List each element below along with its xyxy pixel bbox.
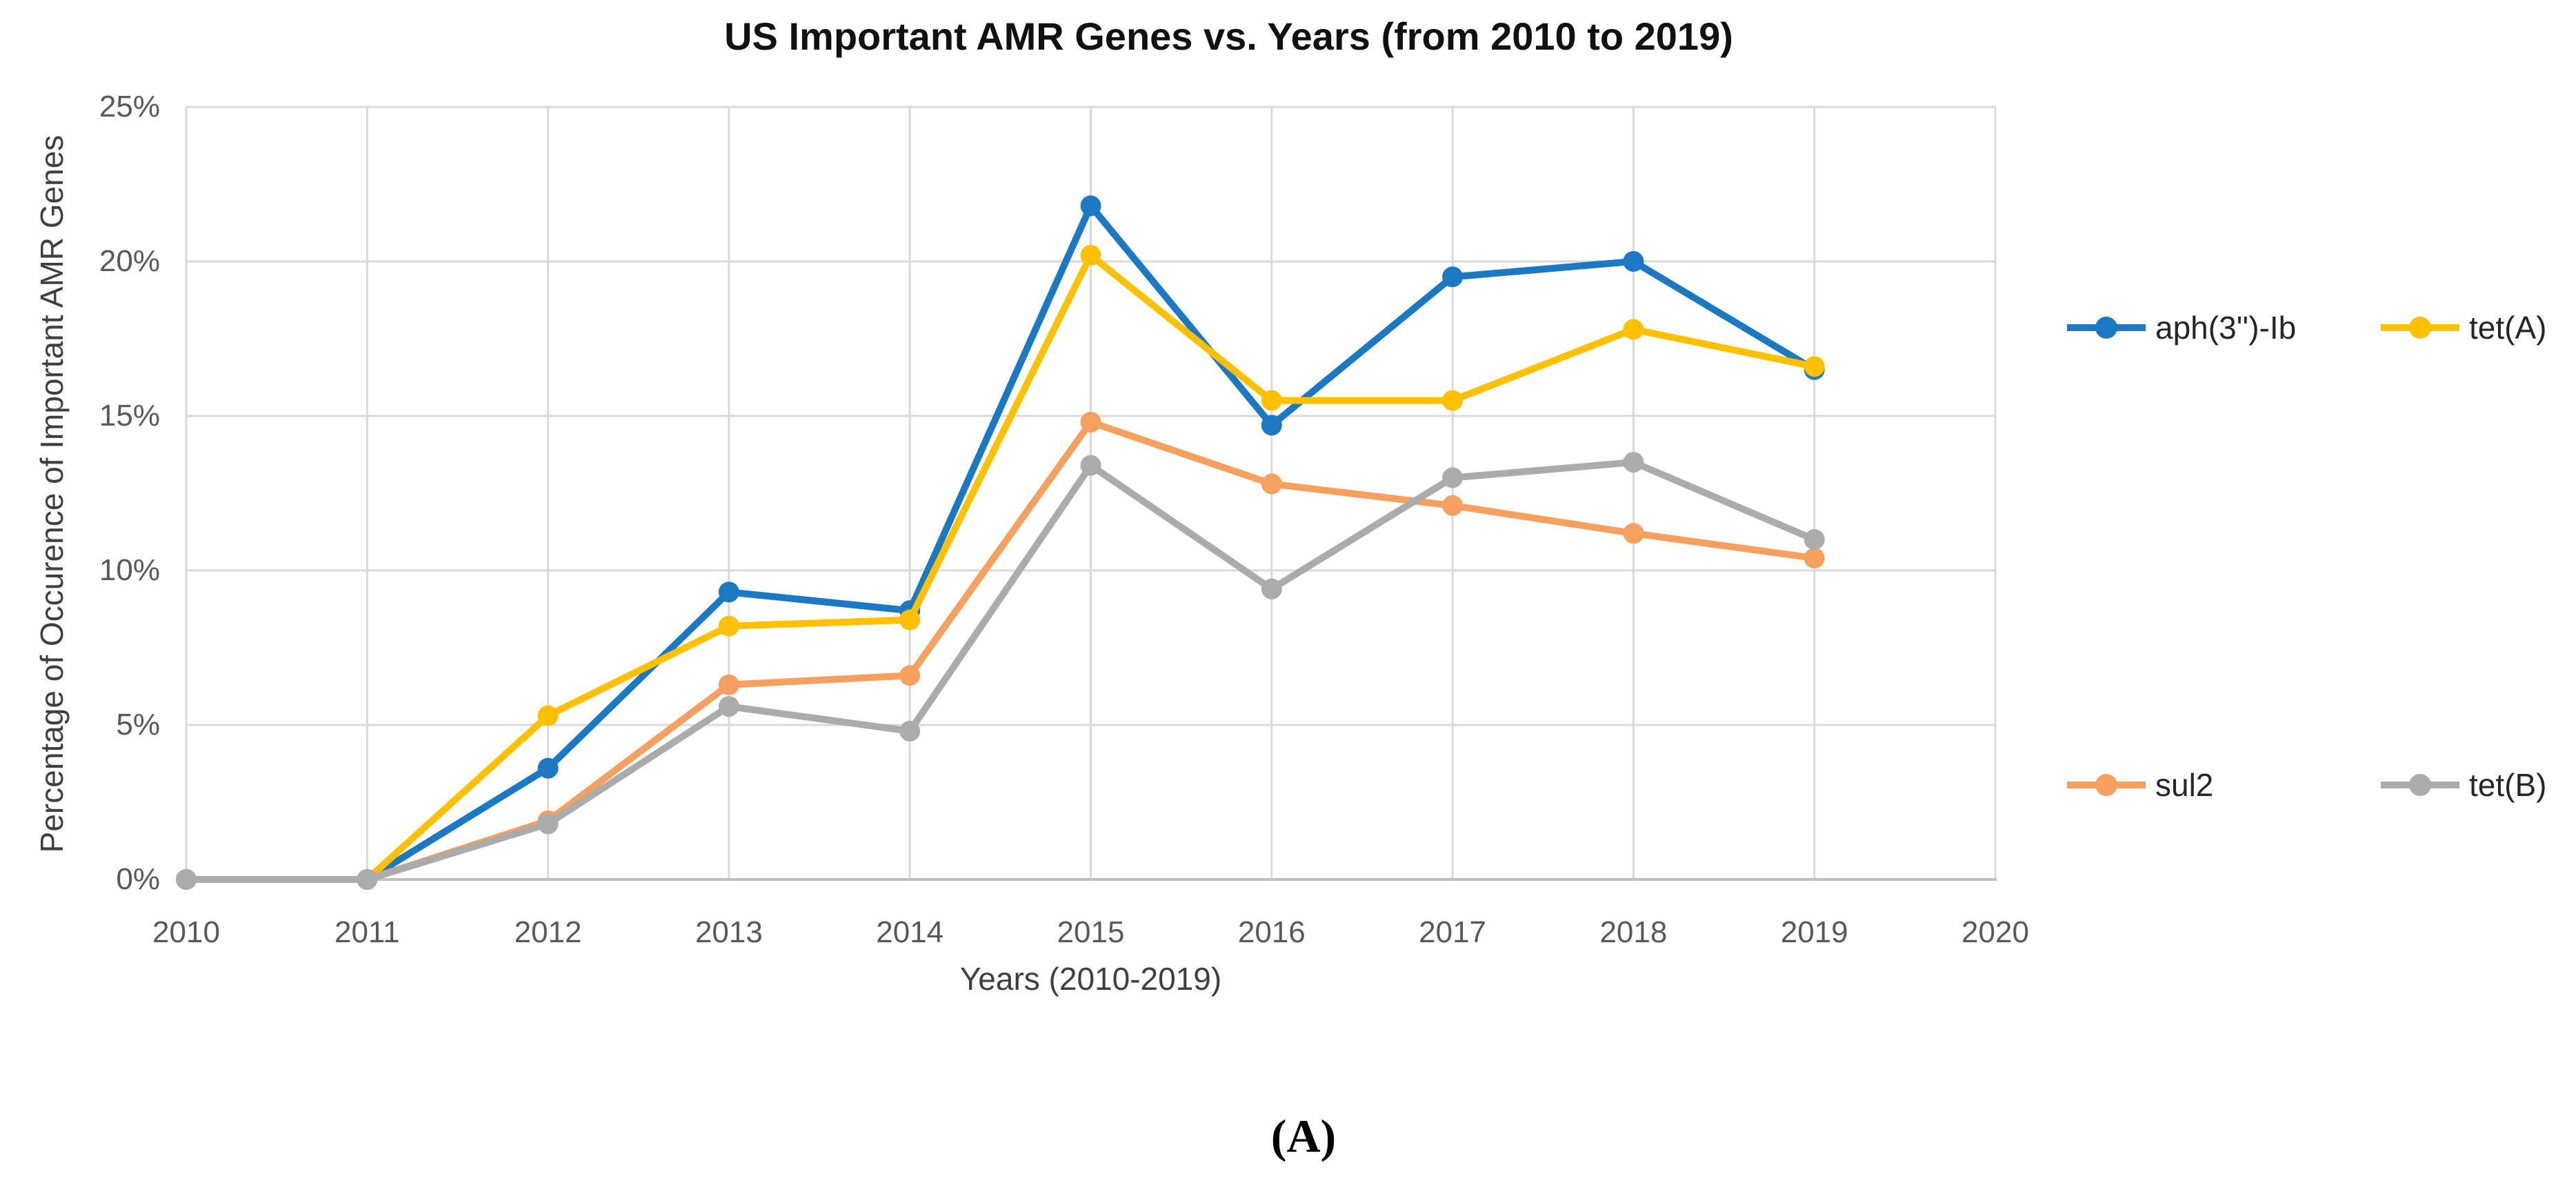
data-point-marker — [1442, 390, 1464, 411]
y-tick-label: 10% — [99, 553, 160, 587]
data-point-marker — [899, 609, 921, 630]
chart-title: US Important AMR Genes vs. Years (from 2… — [724, 14, 1733, 58]
x-tick-label: 2010 — [152, 915, 220, 949]
data-point-marker — [718, 674, 739, 695]
legend-line-marker-icon — [2381, 774, 2459, 796]
y-tick-label: 25% — [99, 90, 160, 123]
data-point-marker — [1804, 529, 1825, 550]
data-point-marker — [176, 869, 197, 890]
legend-line-marker-icon — [2067, 774, 2146, 796]
legend-line-marker-icon — [2381, 317, 2459, 339]
y-tick-label: 20% — [99, 244, 160, 278]
legend-label: aph(3'')-Ib — [2155, 310, 2297, 346]
x-tick-label: 2020 — [1961, 915, 2029, 949]
data-point-marker — [537, 705, 559, 726]
legend-item-tet-b: tet(B) — [2379, 763, 2546, 807]
data-point-marker — [1261, 415, 1282, 436]
data-point-marker — [899, 720, 921, 742]
data-point-marker — [1623, 319, 1644, 340]
y-tick-label: 15% — [99, 399, 160, 432]
legend-label: tet(A) — [2469, 310, 2547, 346]
data-point-marker — [1623, 251, 1644, 272]
data-point-marker — [718, 581, 739, 603]
data-point-marker — [1080, 411, 1101, 432]
x-tick-label: 2013 — [695, 915, 763, 949]
x-tick-label: 2016 — [1237, 915, 1306, 949]
data-point-marker — [1080, 245, 1101, 266]
figure-caption: (A) — [1270, 1110, 1337, 1162]
data-point-marker — [1261, 473, 1282, 495]
data-point-marker — [1804, 548, 1825, 569]
y-tick-label: 0% — [116, 862, 160, 896]
legend-line-marker-icon — [2067, 317, 2146, 339]
legend-label: tet(B) — [2469, 767, 2547, 803]
legend-label: sul2 — [2155, 767, 2214, 803]
x-tick-label: 2011 — [334, 915, 400, 949]
x-tick-label: 2014 — [876, 915, 944, 949]
data-point-marker — [1623, 452, 1644, 473]
data-point-marker — [1261, 390, 1282, 411]
data-point-marker — [357, 869, 378, 890]
data-point-marker — [718, 615, 739, 637]
x-axis-title: Years (2010-2019) — [959, 961, 1222, 997]
data-point-marker — [1080, 195, 1101, 217]
data-point-marker — [899, 665, 921, 686]
x-tick-label: 2017 — [1419, 915, 1487, 949]
data-point-marker — [537, 813, 559, 835]
data-point-marker — [1261, 578, 1282, 599]
x-tick-label: 2019 — [1780, 915, 1848, 949]
legend-item-tet-a: tet(A) — [2379, 306, 2546, 350]
x-tick-label: 2018 — [1599, 915, 1668, 949]
y-tick-label: 5% — [116, 708, 160, 742]
legend-item-aph3-ib: aph(3'')-Ib — [2066, 306, 2296, 350]
data-point-marker — [1442, 495, 1464, 516]
data-point-marker — [537, 757, 559, 779]
legend-item-sul2: sul2 — [2066, 763, 2213, 807]
data-point-marker — [1080, 455, 1101, 476]
data-point-marker — [1623, 523, 1644, 544]
x-tick-label: 2012 — [514, 915, 582, 949]
data-point-marker — [1442, 467, 1464, 488]
data-point-marker — [1804, 356, 1825, 377]
x-tick-label: 2015 — [1057, 915, 1125, 949]
data-point-marker — [718, 696, 739, 717]
data-point-marker — [1442, 266, 1464, 288]
